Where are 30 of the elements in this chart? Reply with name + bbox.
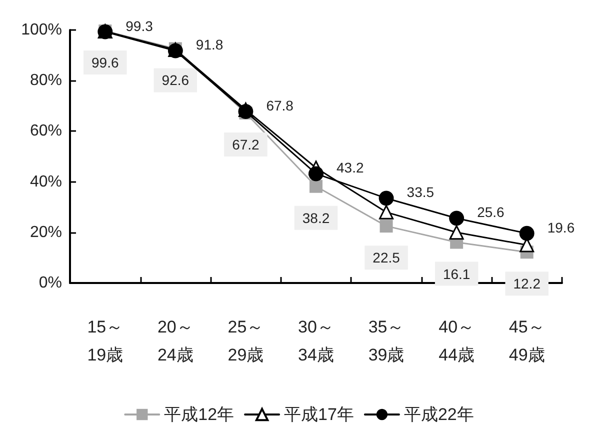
legend-label: 平成17年: [284, 405, 354, 424]
y-tick-label: 40%: [30, 173, 62, 190]
legend-label: 平成12年: [164, 405, 234, 424]
legend-label: 平成22年: [404, 405, 474, 424]
x-tick-label: 40～ 44歳: [438, 318, 475, 364]
y-tick-label: 80%: [30, 72, 62, 90]
data-label: 38.2: [302, 210, 330, 226]
y-tick-label: 0%: [38, 274, 62, 292]
data-label: 43.2: [336, 160, 364, 176]
y-tick-label: 100%: [21, 22, 62, 38]
x-tick-label: 15～ 19歳: [87, 318, 124, 364]
data-label: 25.6: [477, 204, 505, 220]
data-label: 99.3: [126, 18, 154, 34]
data-label: 92.6: [162, 72, 190, 88]
data-label: 12.2: [513, 276, 541, 292]
x-tick-label: 25～ 29歳: [228, 318, 264, 364]
data-label: 33.5: [406, 184, 434, 200]
data-label: 22.5: [372, 250, 400, 266]
data-label: 19.6: [547, 219, 575, 236]
x-tick-label: 35～ 39歳: [368, 318, 404, 364]
data-label: 67.2: [232, 136, 260, 152]
data-label: 91.8: [196, 36, 224, 53]
data-label: 67.8: [266, 97, 294, 114]
x-tick-label: 20～ 24歳: [157, 318, 194, 364]
x-tick-label: 30～ 34歳: [298, 318, 334, 364]
data-label: 16.1: [442, 266, 470, 282]
x-tick-label: 45～ 49歳: [508, 318, 545, 364]
y-tick-label: 20%: [30, 224, 62, 241]
y-tick-label: 60%: [30, 122, 62, 140]
data-label: 99.6: [92, 54, 119, 71]
